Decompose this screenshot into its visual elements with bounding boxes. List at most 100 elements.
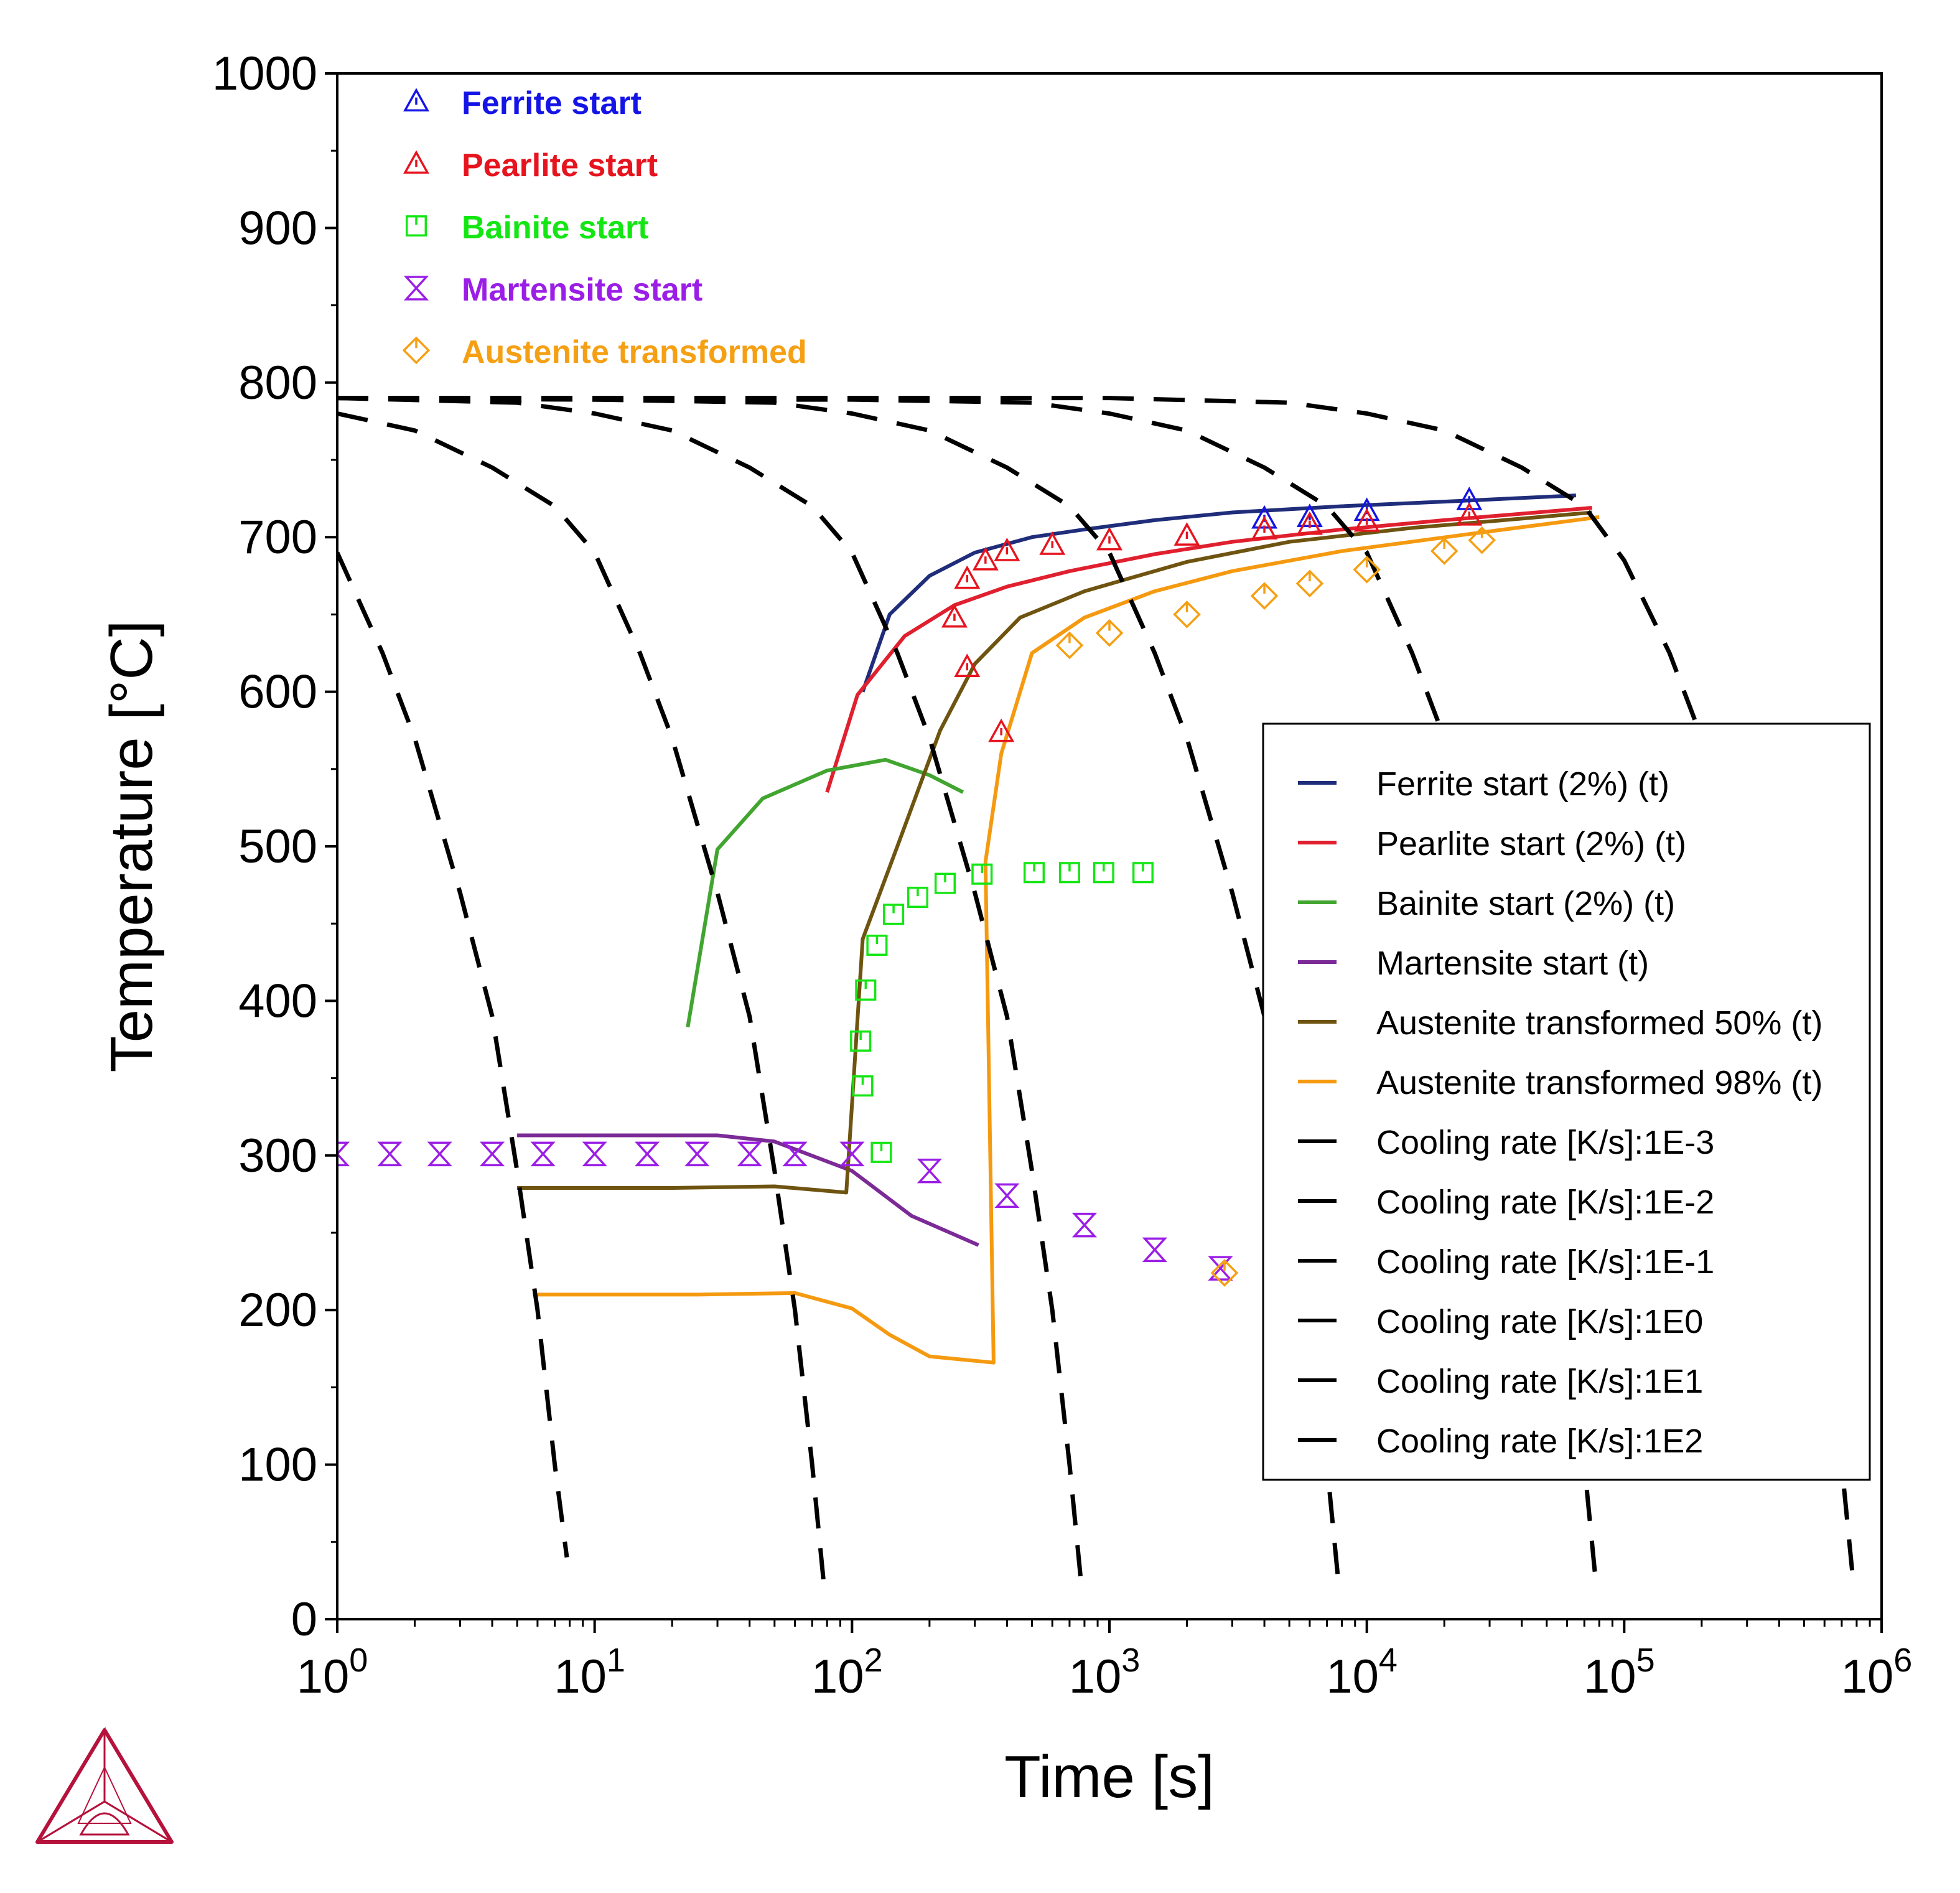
x-tick-label: 104 — [1326, 1642, 1398, 1703]
marker-austenite-transformed-3 — [1173, 601, 1201, 629]
line-legend-label: Cooling rate [K/s]:1E0 — [1376, 1303, 1703, 1340]
line-legend: Ferrite start (2%) (t) Pearlite start (2%… — [1262, 722, 1871, 1481]
marker-legend-label: Bainite start — [462, 210, 649, 246]
marker-martensite-start-6 — [634, 1141, 660, 1167]
series-line-austenite-transformed-50-t — [517, 510, 1592, 1195]
series-line-austenite-transformed-98-t — [537, 515, 1600, 1365]
marker-legend: Ferrite start Pearlite start Bainite start… — [402, 85, 807, 370]
marker-pearlite-start-2 — [972, 546, 999, 571]
y-tick-label: 200 — [238, 1284, 317, 1337]
series-line-cooling-rate-k-s-1e1 — [337, 411, 827, 1589]
line-legend-label: Martensite start (t) — [1376, 945, 1649, 982]
marker-pearlite-start-1 — [954, 565, 981, 589]
marker-pearlite-start-6 — [1174, 522, 1200, 546]
y-axis-label: Temperature [°C] — [98, 620, 165, 1073]
marker-austenite-transformed-6 — [1353, 556, 1381, 584]
line-legend-label: Bainite start (2%) (t) — [1376, 885, 1675, 922]
marker-martensite-start-7 — [684, 1141, 710, 1167]
marker-pearlite-start-0 — [941, 604, 968, 628]
marker-legend-label: Ferrite start — [462, 85, 642, 121]
thermo-calc-logo-icon — [35, 1726, 174, 1844]
line-legend-label: Cooling rate [K/s]:1E-1 — [1376, 1243, 1714, 1281]
marker-legend-label: Pearlite start — [462, 147, 658, 184]
marker-martensite-start-11 — [917, 1158, 942, 1184]
marker-austenite-transformed-7 — [1430, 537, 1458, 565]
marker-pearlite-start-5 — [1096, 526, 1122, 551]
marker-series-layer — [337, 486, 1496, 1287]
line-legend-label: Cooling rate [K/s]:1E2 — [1376, 1423, 1703, 1460]
marker-martensite-start-3 — [479, 1141, 505, 1167]
marker-martensite-start-1 — [377, 1141, 403, 1167]
series-line-cooling-rate-k-s-1e0 — [337, 396, 1084, 1589]
marker-bainite-start-1 — [850, 1030, 872, 1052]
marker-bainite-start-6 — [934, 872, 956, 894]
marker-legend-symbol-bainite-start — [405, 215, 427, 237]
marker-austenite-transformed-4 — [1250, 582, 1279, 610]
y-tick-label: 900 — [238, 202, 317, 255]
marker-legend-symbol-pearlite-start — [403, 150, 429, 174]
marker-bainite-start-2 — [855, 979, 877, 1001]
marker-martensite-start-9 — [782, 1141, 808, 1167]
line-legend-label: Pearlite start (2%) (t) — [1376, 825, 1686, 862]
line-legend-label: Cooling rate [K/s]:1E-2 — [1376, 1184, 1714, 1221]
marker-pearlite-start-11 — [954, 653, 981, 678]
marker-bainite-start-3 — [866, 934, 888, 956]
marker-pearlite-start-8 — [1296, 511, 1323, 535]
marker-martensite-start-13 — [1071, 1212, 1098, 1238]
line-legend-label: Cooling rate [K/s]:1E-3 — [1376, 1124, 1714, 1161]
marker-martensite-start-8 — [737, 1141, 762, 1167]
marker-bainite-start-5 — [907, 886, 928, 909]
x-tick-label: 102 — [811, 1642, 883, 1703]
marker-martensite-start-12 — [994, 1183, 1020, 1208]
marker-bainite-start-11 — [1132, 862, 1154, 884]
x-tick-label: 105 — [1584, 1642, 1655, 1703]
marker-pearlite-start-4 — [1039, 531, 1066, 555]
x-tick-label: 103 — [1069, 1642, 1141, 1703]
series-line-cooling-rate-k-s-1e-2 — [337, 396, 1599, 1589]
marker-martensite-start-4 — [530, 1141, 556, 1167]
y-tick-label: 0 — [291, 1593, 317, 1646]
x-axis-label: Time [s] — [1004, 1744, 1215, 1810]
marker-legend-label: Austenite transformed — [462, 334, 807, 370]
line-legend-label: Ferrite start (2%) (t) — [1376, 765, 1669, 803]
x-tick-label: 100 — [297, 1642, 368, 1703]
line-legend-label: Austenite transformed 98% (t) — [1376, 1064, 1822, 1101]
marker-austenite-transformed-8 — [1468, 526, 1496, 554]
marker-martensite-start-14 — [1142, 1237, 1167, 1263]
line-legend-label: Austenite transformed 50% (t) — [1376, 1004, 1822, 1042]
marker-austenite-transformed-1 — [1055, 631, 1084, 660]
marker-bainite-start-4 — [883, 904, 905, 925]
series-line-cooling-rate-k-s-1e-3 — [337, 396, 1856, 1589]
series-line-bainite-start-2-t — [686, 757, 964, 1028]
marker-bainite-start-12 — [870, 1141, 892, 1163]
marker-bainite-start-7 — [971, 863, 993, 885]
y-tick-label: 600 — [238, 666, 317, 719]
x-tick-label: 106 — [1841, 1642, 1913, 1703]
series-line-cooling-rate-k-s-1e2 — [337, 551, 569, 1558]
x-tick-label: 101 — [554, 1642, 625, 1703]
y-tick-label: 400 — [238, 975, 317, 1027]
marker-pearlite-start-3 — [994, 537, 1020, 561]
marker-pearlite-start-12 — [988, 718, 1015, 742]
marker-austenite-transformed-2 — [1095, 619, 1124, 647]
y-tick-label: 500 — [238, 820, 317, 873]
marker-legend-symbol-ferrite-start — [403, 88, 429, 112]
y-tick-label: 300 — [238, 1129, 317, 1182]
series-line-martensite-start-t — [517, 1133, 979, 1247]
line-legend-label: Cooling rate [K/s]:1E1 — [1376, 1363, 1703, 1400]
y-tick-label: 700 — [238, 511, 317, 564]
marker-martensite-start-5 — [582, 1141, 607, 1167]
marker-pearlite-start-7 — [1251, 516, 1278, 540]
marker-martensite-start-15 — [1208, 1256, 1233, 1281]
marker-legend-symbol-austenite-transformed — [402, 336, 431, 365]
marker-austenite-transformed-0 — [1210, 1259, 1239, 1287]
marker-bainite-start-9 — [1058, 862, 1080, 884]
y-tick-label: 800 — [238, 357, 317, 409]
marker-martensite-start-10 — [839, 1141, 865, 1167]
marker-legend-symbol-martensite-start — [403, 276, 429, 301]
marker-martensite-start-0 — [337, 1141, 350, 1167]
marker-pearlite-start-10 — [1456, 502, 1483, 526]
series-line-ferrite-start-2-t — [861, 493, 1577, 693]
